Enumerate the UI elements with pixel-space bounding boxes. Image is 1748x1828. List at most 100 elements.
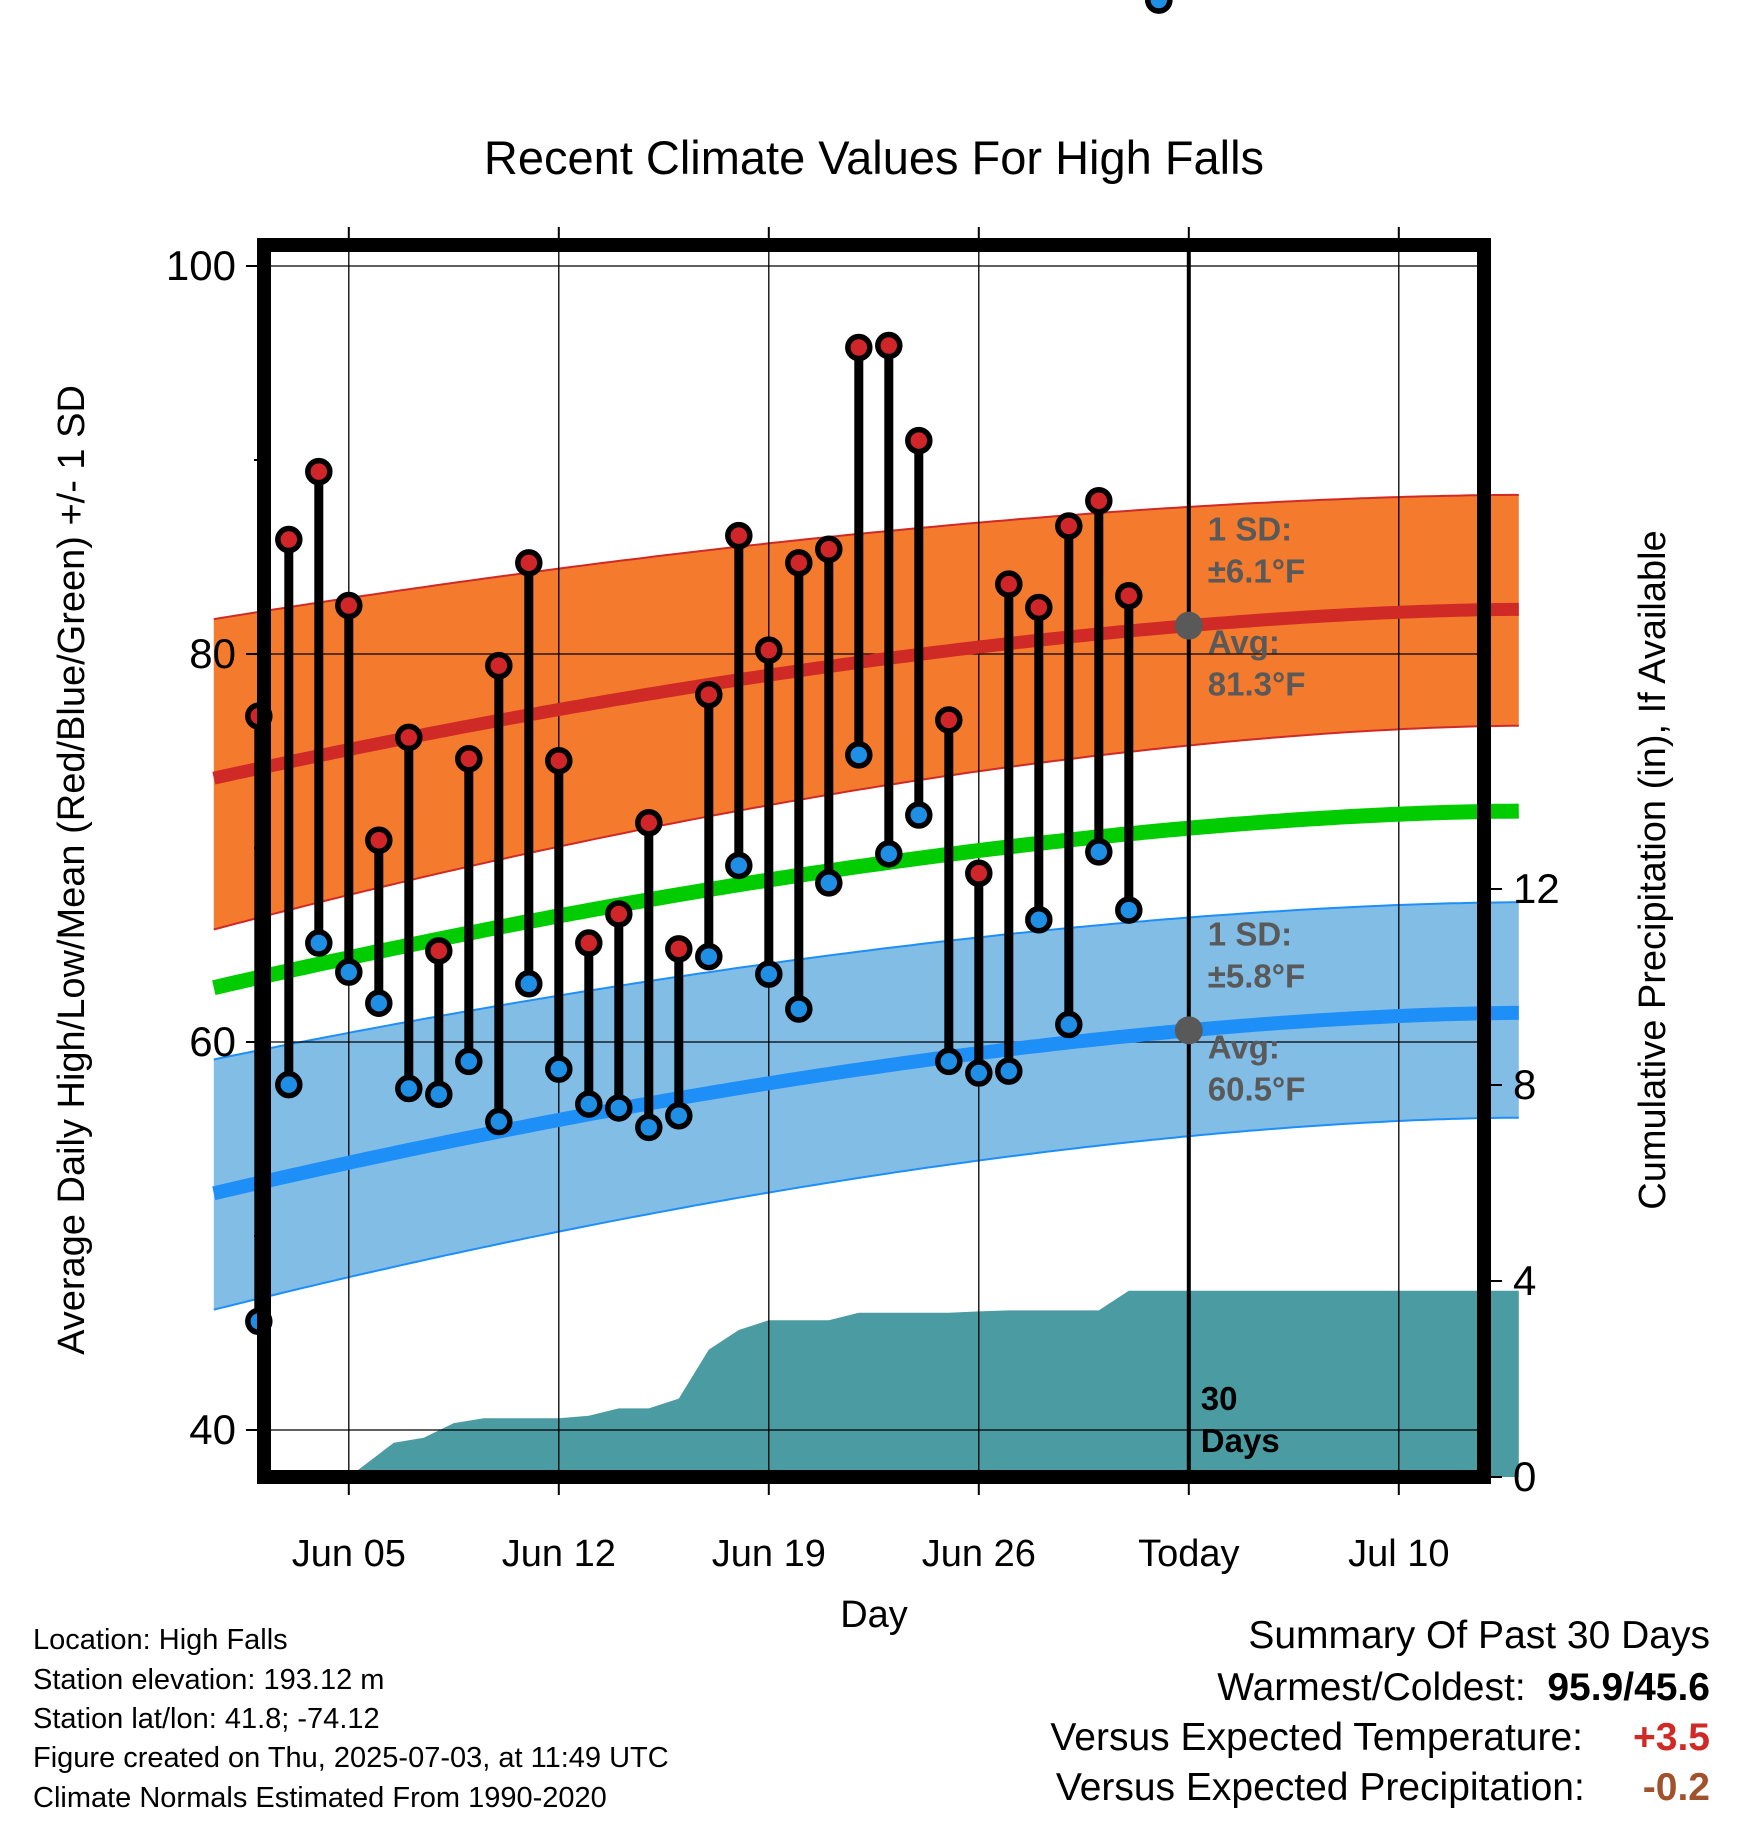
daily-high-point <box>575 929 603 957</box>
daily-high-point <box>335 591 363 620</box>
daily-low-point <box>1055 1010 1083 1039</box>
y-right-tick-label: 4 <box>1513 1257 1536 1304</box>
normal-low-sd-lower-edge <box>213 1116 1519 1311</box>
daily-low-point <box>1085 838 1113 866</box>
summary-temp-label: Versus Expected Temperature: <box>1050 1716 1583 1759</box>
daily-high-point <box>725 521 753 550</box>
summary-temp-value: +3.5 <box>1633 1716 1710 1759</box>
today-low-avg-marker <box>1174 1016 1203 1045</box>
daily-low-point <box>335 958 363 986</box>
normal-high-sd-upper-edge <box>213 493 1519 621</box>
daily-high-point <box>755 636 783 664</box>
daily-low-point <box>665 1101 693 1130</box>
daily-high-point <box>995 570 1023 598</box>
daily-high-point <box>485 651 513 680</box>
y-right-tick-label: 8 <box>1513 1061 1536 1108</box>
daily-high-point <box>635 809 663 837</box>
y-right-axis-label: Cumulative Precipitation (in), If Availa… <box>1632 530 1674 1209</box>
x-tick-label: Jun 12 <box>502 1533 616 1575</box>
y-left-tick-label: 60 <box>189 1018 236 1065</box>
daily-low-point <box>905 801 933 829</box>
daily-high-point <box>1115 582 1143 610</box>
x-tick-label: Jun 26 <box>922 1533 1036 1575</box>
daily-high-point <box>545 746 573 775</box>
daily-low-point <box>1025 906 1053 934</box>
daily-high-point <box>935 706 963 734</box>
daily-low-point <box>995 1057 1023 1085</box>
daily-low-point <box>785 995 813 1023</box>
daily-low-point <box>695 942 723 971</box>
y-left-axis-label: Average Daily High/Low/Mean (Red/Blue/Gr… <box>51 385 93 1355</box>
normal-high-sd-band <box>213 494 1519 930</box>
low-avg-annotation: Avg: 60.5°F <box>1208 1028 1306 1107</box>
daily-low-point <box>395 1074 423 1103</box>
daily-high-point <box>455 745 483 773</box>
high-avg-annotation: Avg: 81.3°F <box>1208 624 1306 703</box>
summary-temp: Versus Expected Temperature: +3.5 <box>1050 1716 1710 1760</box>
daily-high-point <box>1025 593 1053 622</box>
footer-elevation: Station elevation: 193.12 m <box>33 1664 385 1696</box>
daily-high-point <box>905 426 933 455</box>
daily-high-point <box>515 549 543 577</box>
summary-title: Summary Of Past 30 Days <box>1248 1614 1710 1657</box>
daily-low-point <box>965 1059 993 1087</box>
daily-low-point <box>845 741 873 769</box>
low-sd-annotation: 1 SD: ±5.8°F <box>1208 915 1305 994</box>
daily-low-point <box>515 970 543 998</box>
daily-low-point <box>1145 0 1173 14</box>
summary-warm-cold-value: 95.9/45.6 <box>1547 1666 1710 1709</box>
normal-high-sd-lower-edge <box>213 724 1519 931</box>
y-right-tick-label: 12 <box>1513 865 1560 912</box>
x-axis-label: Day <box>840 1594 908 1636</box>
daily-high-point <box>875 331 903 360</box>
daily-high-point <box>785 549 813 577</box>
daily-low-point <box>755 960 783 988</box>
cumulative-precip-area <box>243 1290 1519 1477</box>
daily-low-point <box>425 1080 453 1109</box>
footer-normals: Climate Normals Estimated From 1990-2020 <box>33 1782 607 1814</box>
normal-low-line <box>212 1005 1519 1201</box>
daily-low-point <box>935 1047 963 1076</box>
daily-low-point <box>875 840 903 868</box>
y-left-tick-label: 40 <box>189 1406 236 1453</box>
daily-high-point <box>815 535 843 563</box>
daily-high-point <box>365 826 393 854</box>
daily-high-point <box>305 457 333 486</box>
period-label: 30 Days <box>1201 1380 1280 1459</box>
x-tick-label: Jul 10 <box>1348 1533 1449 1575</box>
summary-precip-label: Versus Expected Precipitation: <box>1055 1766 1585 1809</box>
normal-high-line <box>212 602 1519 785</box>
y-left-tick-label: 100 <box>166 242 236 289</box>
x-tick-label: Jun 19 <box>712 1533 826 1575</box>
plot-frame <box>257 238 1491 1484</box>
summary-warm-cold: Warmest/Coldest: 95.9/45.6 <box>1217 1666 1710 1710</box>
footer-latlon: Station lat/lon: 41.8; -74.12 <box>33 1703 380 1735</box>
daily-low-point <box>455 1047 483 1076</box>
chart-title: Recent Climate Values For High Falls <box>484 131 1264 184</box>
footer-location: Location: High Falls <box>33 1624 288 1656</box>
x-tick-label: Jun 05 <box>292 1533 406 1575</box>
daily-high-point <box>425 937 453 965</box>
daily-low-point <box>815 869 843 897</box>
daily-high-point <box>1085 486 1113 515</box>
daily-low-point <box>1115 896 1143 924</box>
daily-high-point <box>605 900 633 928</box>
daily-high-point <box>665 935 693 963</box>
y-right-tick-label: 0 <box>1513 1453 1536 1500</box>
today-high-avg-marker <box>1174 611 1203 640</box>
daily-high-point <box>695 680 723 709</box>
daily-high-point <box>1055 512 1083 540</box>
daily-low-point <box>575 1090 603 1118</box>
daily-low-point <box>545 1055 573 1083</box>
normal-low-sd-band <box>213 902 1519 1310</box>
summary-precip: Versus Expected Precipitation: -0.2 <box>1056 1766 1710 1810</box>
high-sd-annotation: 1 SD: ±6.1°F <box>1208 511 1305 590</box>
daily-high-point <box>845 333 873 362</box>
footer-created: Figure created on Thu, 2025-07-03, at 11… <box>33 1742 669 1774</box>
daily-low-point <box>605 1094 633 1122</box>
daily-high-point <box>965 859 993 887</box>
daily-low-point <box>635 1113 663 1142</box>
summary-warm-cold-label: Warmest/Coldest: <box>1217 1666 1526 1709</box>
daily-low-point <box>305 929 333 957</box>
